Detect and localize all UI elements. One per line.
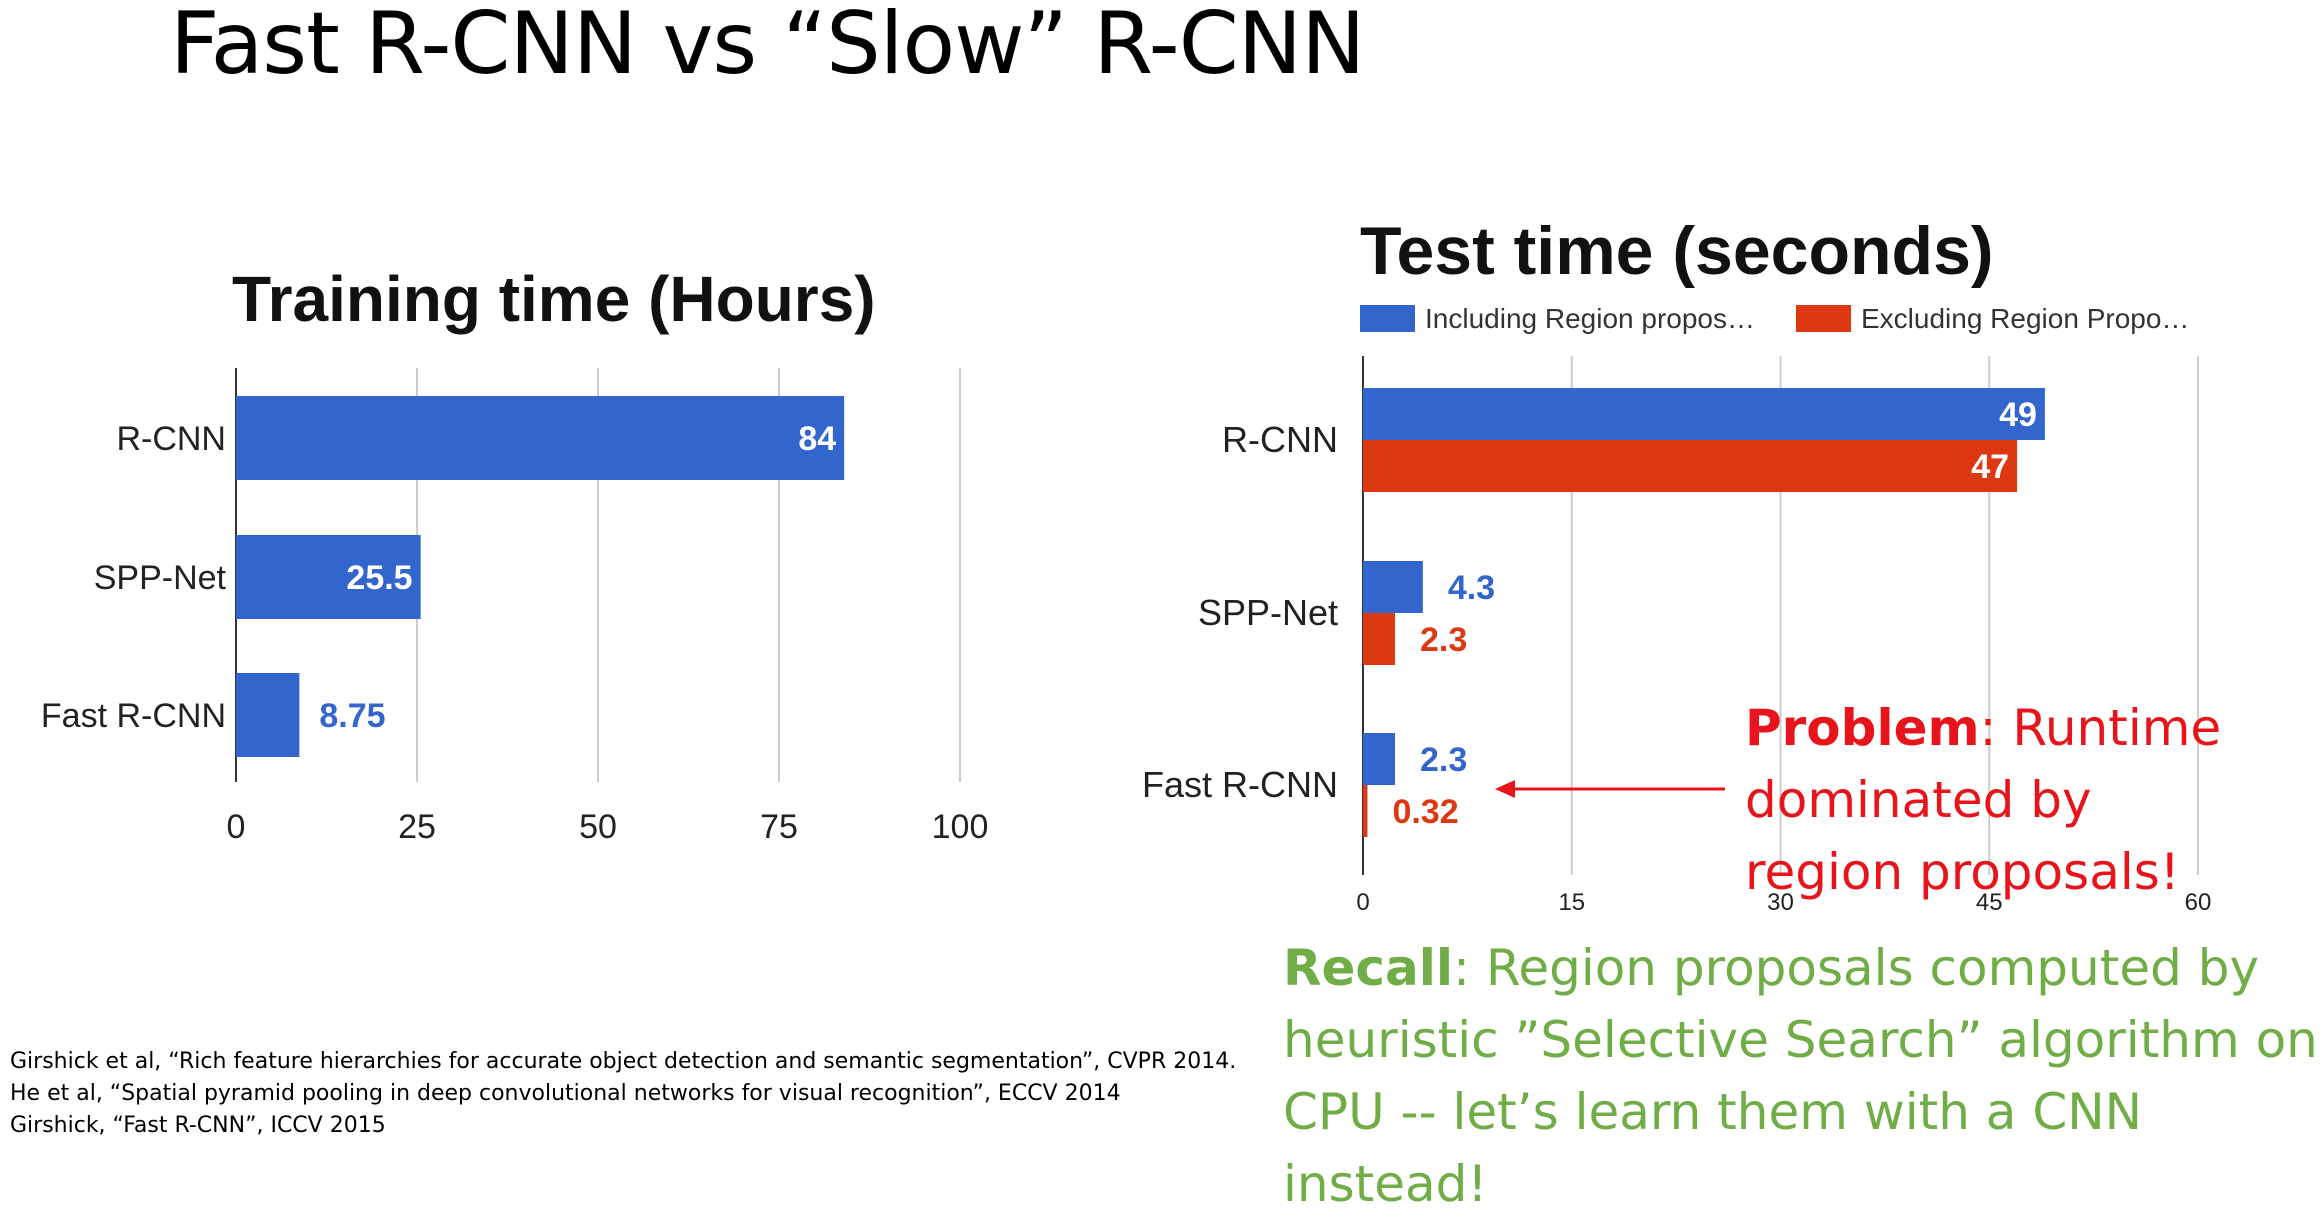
problem-label: Problem — [1745, 699, 1980, 757]
y-category-label: R-CNN — [116, 420, 226, 458]
problem-text: : Runtime dominated by region proposals! — [1745, 699, 2222, 901]
legend-item-excluding: Excluding Region Propo… — [1796, 303, 2189, 335]
data-label: 25.5 — [346, 559, 412, 597]
reference-1: Girshick et al, “Rich feature hierarchie… — [10, 1049, 1237, 1074]
problem-arrow-head — [1495, 780, 1515, 798]
bar-r-cnn-excluding — [1363, 440, 2018, 492]
training-chart-title: Training time (Hours) — [232, 263, 876, 335]
recall-label: Recall — [1283, 939, 1454, 997]
data-label: 2.3 — [1420, 621, 1467, 659]
data-label: 84 — [798, 420, 836, 458]
data-label: 49 — [1999, 396, 2037, 434]
x-tick-label: 75 — [760, 808, 798, 846]
x-tick-label: 50 — [579, 808, 617, 846]
legend-label-excluding: Excluding Region Propo… — [1861, 303, 2190, 334]
legend-swatch-red — [1796, 305, 1851, 332]
data-label: 47 — [1971, 448, 2009, 486]
reference-3: Girshick, “Fast R-CNN”, ICCV 2015 — [10, 1113, 386, 1138]
legend-swatch-blue — [1360, 305, 1415, 332]
bar-spp-net-excluding — [1363, 613, 1396, 665]
data-label: 2.3 — [1420, 741, 1467, 779]
slide-title: Fast R-CNN vs “Slow” R-CNN — [170, 0, 1365, 94]
x-tick-label: 0 — [1356, 889, 1369, 916]
test-chart-title: Test time (seconds) — [1360, 213, 1994, 289]
y-category-label: Fast R-CNN — [1142, 764, 1338, 805]
bar-r-cnn — [236, 396, 845, 480]
y-category-label: Fast R-CNN — [41, 697, 226, 735]
bar-fast-r-cnn — [236, 673, 300, 757]
bar-fast-r-cnn-including — [1363, 733, 1396, 785]
legend-item-including: Including Region propos… — [1360, 303, 1755, 335]
bar-spp-net-including — [1363, 561, 1423, 613]
y-category-label: R-CNN — [1222, 419, 1338, 460]
x-tick-label: 15 — [1558, 889, 1585, 916]
data-label: 0.32 — [1392, 793, 1458, 831]
problem-callout: Problem: Runtime dominated by region pro… — [1745, 692, 2225, 908]
bar-fast-r-cnn-excluding — [1363, 785, 1368, 837]
y-category-label: SPP-Net — [1198, 592, 1338, 633]
y-category-label: SPP-Net — [94, 559, 227, 597]
x-tick-label: 0 — [227, 808, 246, 846]
x-tick-label: 100 — [932, 808, 989, 846]
legend-label-including: Including Region propos… — [1425, 303, 1755, 334]
data-label: 4.3 — [1448, 569, 1495, 607]
bar-r-cnn-including — [1363, 388, 2045, 440]
recall-note: Recall: Region proposals computed by heu… — [1283, 932, 2323, 1220]
references: Girshick et al, “Rich feature hierarchie… — [10, 1046, 1236, 1142]
reference-2: He et al, “Spatial pyramid pooling in de… — [10, 1081, 1121, 1106]
x-tick-label: 25 — [398, 808, 436, 846]
data-label: 8.75 — [319, 697, 385, 735]
bar-spp-net — [236, 535, 421, 619]
